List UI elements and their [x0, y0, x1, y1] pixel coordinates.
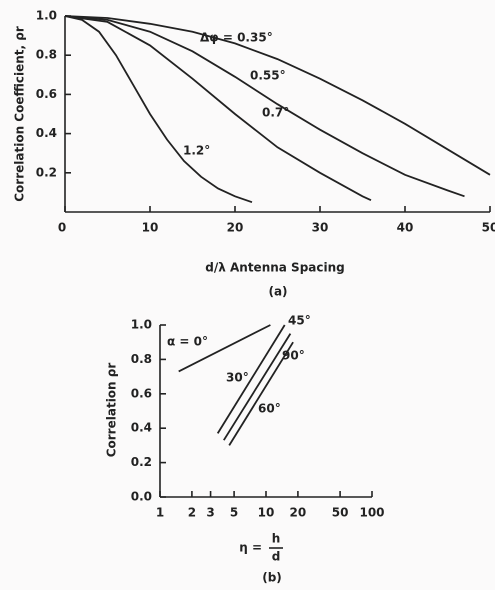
y-axis-label: Correlation ρr	[105, 363, 119, 458]
x-axis-label: d/λ Antenna Spacing	[205, 261, 345, 275]
curve-label: 60°	[258, 402, 281, 416]
y-tick-label: 1.0	[36, 9, 57, 23]
x-tick-label: 1	[156, 506, 164, 520]
curve	[216, 324, 286, 434]
x-tick-label: 50	[482, 221, 495, 235]
curve	[64, 15, 253, 204]
y-axis-label: Correlation Coefficient, ρr	[13, 26, 27, 202]
x-tick-label: 20	[227, 221, 244, 235]
fraction-denominator: d	[272, 550, 281, 564]
curve	[228, 341, 294, 446]
caption: (a)	[268, 285, 287, 299]
annotation: 45°	[288, 314, 311, 328]
y-tick-label: 1.0	[131, 318, 152, 332]
x-tick-label: 10	[258, 506, 275, 520]
curve	[64, 15, 465, 198]
x-tick-label: 0	[58, 221, 66, 235]
x-tick-label: 3	[206, 506, 214, 520]
x-tick-label: 5	[230, 506, 238, 520]
curve	[64, 15, 491, 176]
curve-label: 0.7°	[262, 106, 289, 120]
curve-label: Δφ = 0.35°	[200, 31, 273, 45]
curve-label: 0.55°	[250, 69, 286, 83]
x-tick-label: 20	[290, 506, 307, 520]
x-tick-label: 100	[359, 506, 384, 520]
x-tick-label: 10	[142, 221, 159, 235]
y-tick-label: 0.2	[131, 455, 152, 469]
x-tick-label: 50	[332, 506, 349, 520]
y-tick-label: 0.0	[131, 490, 152, 504]
y-tick-label: 0.4	[131, 421, 152, 435]
fraction-numerator: h	[272, 532, 281, 546]
curve-label: 1.2°	[183, 144, 210, 158]
y-tick-label: 0.6	[131, 386, 152, 400]
x-tick-label: 2	[188, 506, 196, 520]
y-tick-label: 0.6	[36, 87, 57, 101]
x-tick-label: 40	[397, 221, 414, 235]
curve-label: 30°	[226, 371, 249, 385]
curve	[178, 324, 271, 373]
x-axis-label: η =	[239, 541, 262, 555]
y-tick-label: 0.4	[36, 126, 57, 140]
caption: (b)	[262, 571, 282, 585]
y-tick-label: 0.2	[36, 165, 57, 179]
x-tick-label: 30	[312, 221, 329, 235]
y-tick-label: 0.8	[36, 48, 57, 62]
curve	[223, 333, 292, 441]
y-tick-label: 0.8	[131, 352, 152, 366]
curve	[64, 15, 372, 202]
curve-label: α = 0°	[167, 335, 208, 349]
